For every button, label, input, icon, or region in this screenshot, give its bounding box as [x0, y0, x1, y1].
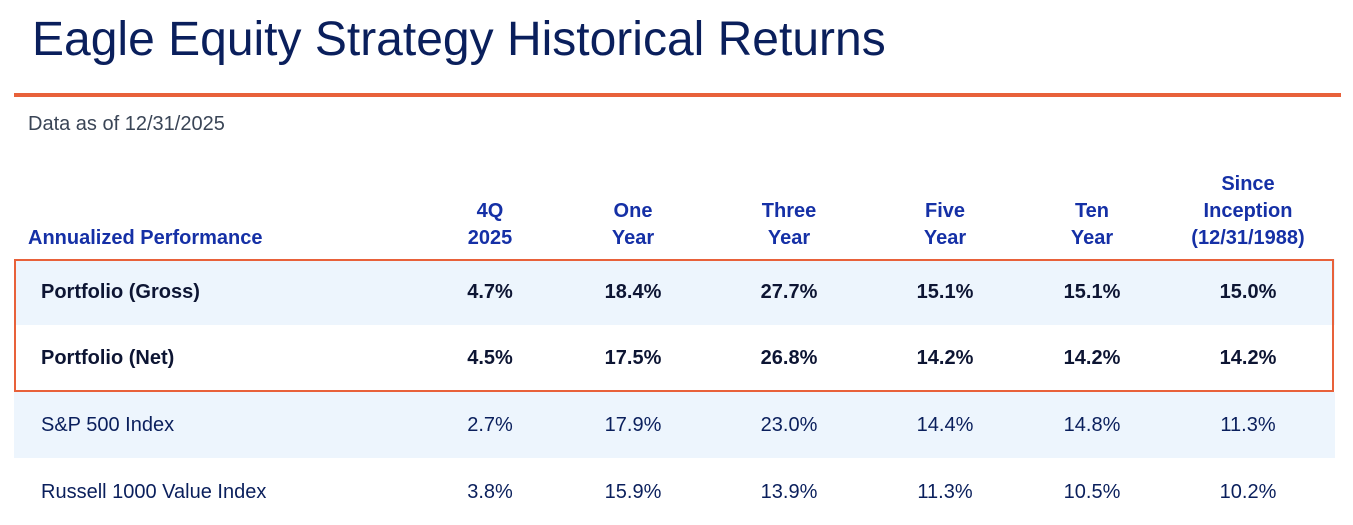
value-cell: 14.2%: [916, 347, 974, 369]
column-header-line: Year: [923, 227, 967, 249]
column-header-line: 4Q: [476, 200, 504, 222]
row-label: Portfolio (Net): [41, 347, 175, 369]
value-cell: 14.4%: [916, 414, 974, 436]
column-header-line: 2025: [467, 227, 513, 249]
value-cell: 10.5%: [1063, 481, 1121, 503]
value-cell: 15.1%: [1063, 281, 1121, 303]
as-of-date: Data as of 12/31/2025: [28, 113, 225, 135]
value-cell: 10.2%: [1219, 481, 1277, 503]
table-row-russell-1000-value: Russell 1000 Value Index 3.8% 15.9% 13.9…: [14, 459, 1335, 525]
value-cell: 2.7%: [467, 414, 513, 436]
value-cell: 14.2%: [1219, 347, 1277, 369]
value-cell: 11.3%: [917, 481, 973, 503]
column-header-since-inception: Since Inception (12/31/1988): [1168, 171, 1328, 252]
column-header-line: Inception: [1203, 200, 1293, 222]
value-cell: 14.8%: [1063, 414, 1121, 436]
value-cell: 15.9%: [604, 481, 662, 503]
value-cell: 23.0%: [760, 414, 818, 436]
value-cell: 4.7%: [467, 281, 513, 303]
table-row-portfolio-gross: Portfolio (Gross) 4.7% 18.4% 27.7% 15.1%…: [14, 259, 1335, 325]
title-divider: [14, 93, 1341, 97]
column-header-five-year: Five Year: [895, 198, 995, 252]
column-header-line: Three: [761, 200, 817, 222]
value-cell: 11.3%: [1220, 414, 1276, 436]
column-header-three-year: Three Year: [739, 198, 839, 252]
column-header-line: Year: [767, 227, 811, 249]
value-cell: 17.5%: [604, 347, 662, 369]
value-cell: 15.1%: [916, 281, 974, 303]
value-cell: 26.8%: [760, 347, 818, 369]
column-header-line: (12/31/1988): [1191, 227, 1305, 249]
column-header-line: Ten: [1074, 200, 1110, 222]
value-cell: 27.7%: [760, 281, 818, 303]
column-header-ten-year: Ten Year: [1042, 198, 1142, 252]
value-cell: 18.4%: [604, 281, 662, 303]
row-label: Russell 1000 Value Index: [41, 481, 267, 503]
column-header-line: Five: [924, 200, 966, 222]
column-header-line: Since: [1221, 173, 1275, 195]
value-cell: 17.9%: [604, 414, 662, 436]
value-cell: 4.5%: [467, 347, 513, 369]
value-cell: 14.2%: [1063, 347, 1121, 369]
page-title: Eagle Equity Strategy Historical Returns: [32, 13, 886, 66]
table-row-portfolio-net: Portfolio (Net) 4.5% 17.5% 26.8% 14.2% 1…: [14, 325, 1335, 391]
column-header-line: One: [613, 200, 653, 222]
table-row-sp500-index: S&P 500 Index 2.7% 17.9% 23.0% 14.4% 14.…: [14, 392, 1335, 458]
column-header-line: Year: [611, 227, 655, 249]
row-label: Portfolio (Gross): [41, 281, 200, 303]
column-header-line: Year: [1070, 227, 1114, 249]
row-header-label: Annualized Performance: [28, 227, 263, 249]
column-header-4q-2025: 4Q 2025: [440, 198, 540, 252]
value-cell: 15.0%: [1219, 281, 1277, 303]
column-header-one-year: One Year: [583, 198, 683, 252]
value-cell: 3.8%: [467, 481, 513, 503]
value-cell: 13.9%: [760, 481, 818, 503]
row-label: S&P 500 Index: [41, 414, 175, 436]
